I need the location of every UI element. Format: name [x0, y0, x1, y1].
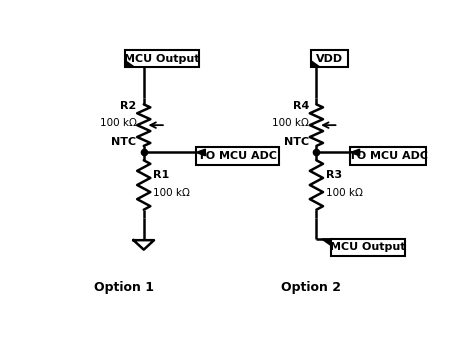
Polygon shape	[322, 239, 331, 246]
Text: TO MCU ADC: TO MCU ADC	[348, 151, 428, 161]
Text: R3: R3	[326, 170, 342, 179]
Polygon shape	[311, 61, 320, 67]
Text: 100 kΩ: 100 kΩ	[272, 118, 309, 127]
FancyBboxPatch shape	[331, 239, 405, 256]
Text: 100 kΩ: 100 kΩ	[100, 118, 137, 127]
Text: MCU Output: MCU Output	[330, 242, 406, 252]
FancyBboxPatch shape	[196, 147, 279, 166]
Polygon shape	[125, 61, 135, 67]
Text: NTC: NTC	[111, 137, 137, 147]
Text: Option 2: Option 2	[281, 281, 341, 294]
FancyBboxPatch shape	[350, 147, 426, 166]
FancyBboxPatch shape	[125, 50, 199, 67]
Text: VDD: VDD	[316, 54, 343, 64]
Text: R1: R1	[153, 170, 169, 179]
Text: Option 1: Option 1	[93, 281, 154, 294]
Text: MCU Output: MCU Output	[124, 54, 200, 64]
Text: R4: R4	[292, 101, 309, 111]
FancyBboxPatch shape	[311, 50, 347, 67]
Text: NTC: NTC	[284, 137, 309, 147]
Text: 100 kΩ: 100 kΩ	[326, 188, 363, 198]
Text: TO MCU ADC: TO MCU ADC	[198, 151, 277, 161]
Text: 100 kΩ: 100 kΩ	[153, 188, 190, 198]
Text: R2: R2	[120, 101, 137, 111]
Polygon shape	[350, 149, 360, 156]
Polygon shape	[196, 149, 205, 156]
